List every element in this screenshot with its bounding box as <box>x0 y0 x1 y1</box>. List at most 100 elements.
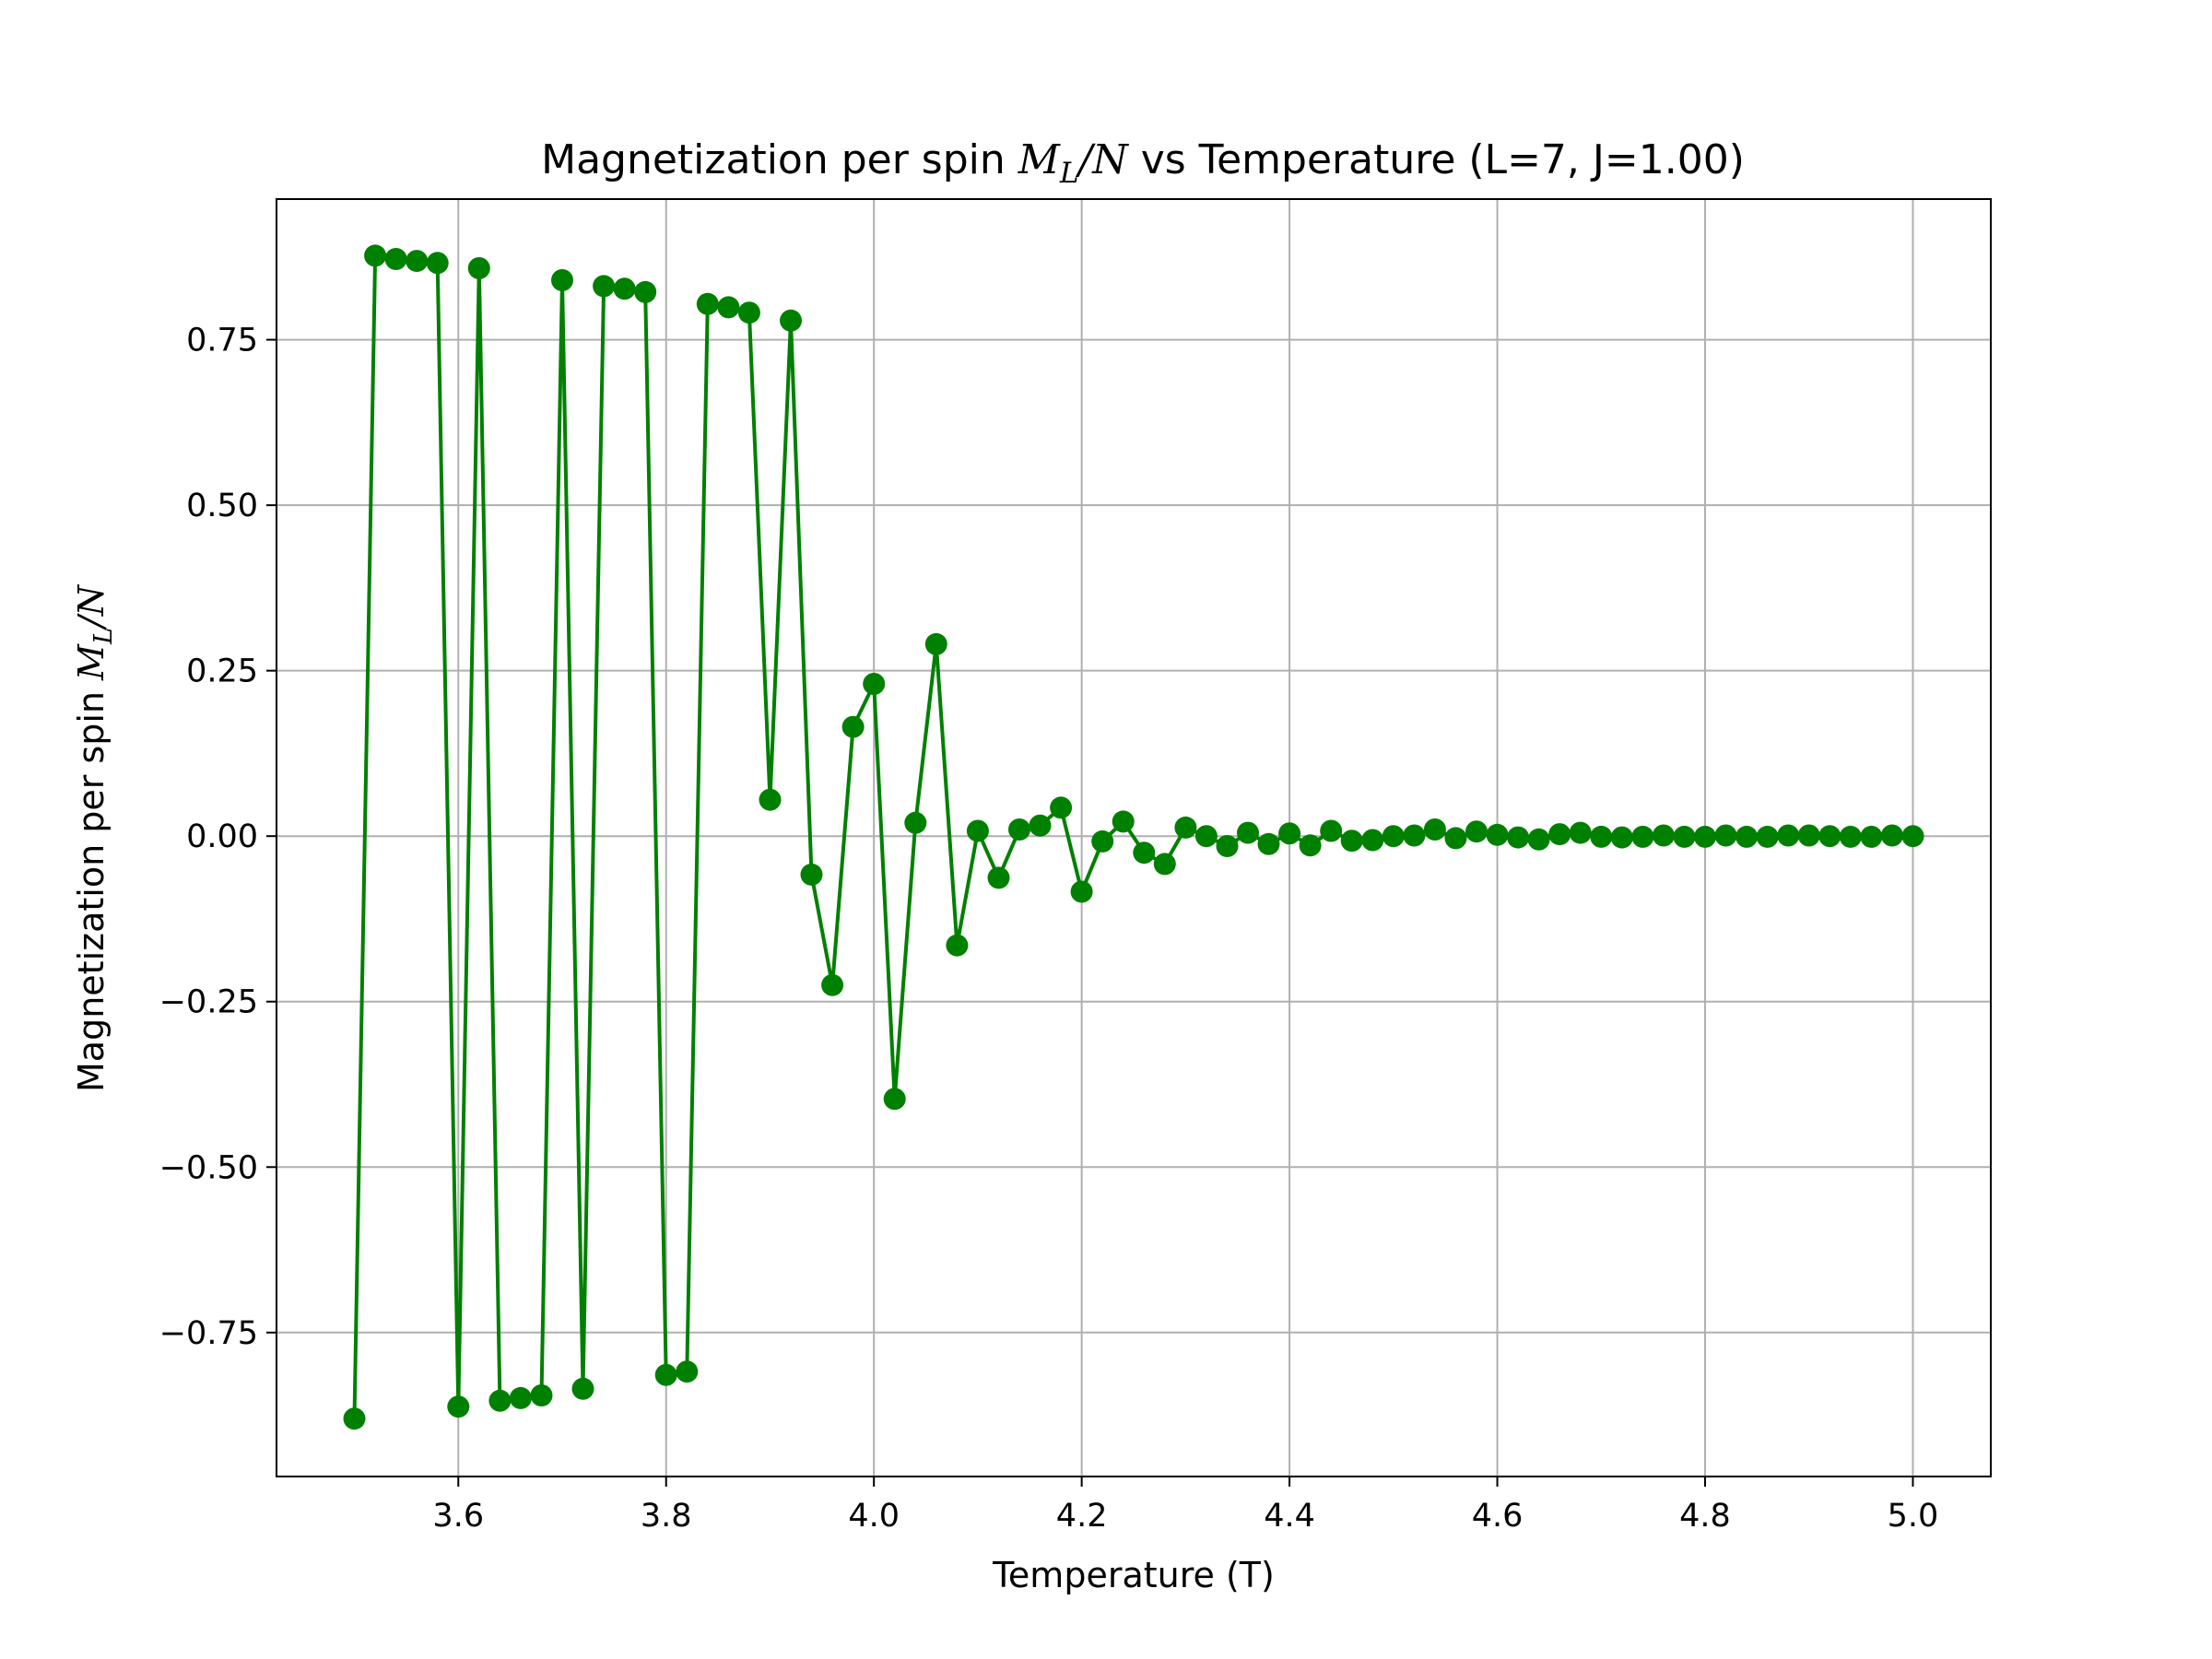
data-point <box>1174 816 1197 839</box>
y-tick-label: 0.25 <box>186 653 258 690</box>
data-point <box>634 280 657 303</box>
data-point <box>1237 821 1259 844</box>
data-point <box>1610 826 1633 849</box>
data-point <box>1278 822 1301 845</box>
y-axis-ticks: −0.75 −0.50 −0.25 0.00 0.25 0.50 0.75 <box>159 323 276 1352</box>
x-tick-label: 4.0 <box>848 1498 900 1535</box>
x-tick-label: 3.8 <box>641 1498 692 1535</box>
data-point <box>1527 828 1550 851</box>
chart-title: Magnetization per spin ML/N vs Temperatu… <box>541 136 1745 190</box>
data-point <box>946 934 969 957</box>
data-point <box>1860 825 1883 848</box>
x-axis-label: Temperature (T) <box>992 1555 1275 1595</box>
data-point <box>593 275 616 298</box>
y-tick-label: 0.75 <box>186 323 258 359</box>
data-point <box>1112 810 1135 833</box>
x-tick-label: 5.0 <box>1888 1498 1939 1535</box>
data-point <box>509 1386 532 1409</box>
data-point <box>1465 820 1488 843</box>
data-point <box>406 250 429 273</box>
data-point <box>1091 830 1114 853</box>
y-tick-label: 0.50 <box>186 488 258 524</box>
data-point <box>1153 853 1176 876</box>
data-point <box>384 248 407 270</box>
x-tick-label: 4.4 <box>1264 1498 1315 1535</box>
data-point <box>426 252 449 275</box>
series-layer <box>343 244 1924 1430</box>
data-point <box>1714 824 1737 847</box>
data-point <box>1340 830 1363 853</box>
x-tick-label: 4.6 <box>1472 1498 1524 1535</box>
x-axis-ticks: 3.6 3.8 4.0 4.2 4.4 4.6 4.8 5.0 <box>432 1477 1938 1535</box>
data-point <box>1735 825 1759 848</box>
data-point <box>966 819 989 842</box>
data-point <box>924 632 947 655</box>
data-point <box>1631 825 1654 848</box>
data-point <box>883 1088 906 1111</box>
data-point <box>1507 826 1530 849</box>
data-point <box>364 244 387 267</box>
data-point <box>676 1360 699 1383</box>
data-point <box>530 1384 553 1406</box>
data-point <box>1403 824 1426 847</box>
data-point <box>1756 825 1779 848</box>
data-point <box>1320 819 1343 842</box>
data-point <box>1880 824 1903 847</box>
y-tick-label: 0.00 <box>186 818 258 855</box>
data-point <box>1423 818 1446 841</box>
data-point <box>1797 824 1820 847</box>
data-point <box>780 309 802 332</box>
data-point <box>1901 825 1924 848</box>
data-point <box>1216 835 1239 857</box>
data-point <box>759 788 782 811</box>
y-tick-label: −0.25 <box>159 984 258 1021</box>
data-point <box>821 973 844 996</box>
data-point <box>1839 825 1862 848</box>
data-point <box>1777 824 1800 847</box>
data-point <box>654 1363 677 1386</box>
data-point <box>1029 814 1052 837</box>
data-point <box>1590 825 1613 848</box>
data-point <box>717 296 740 319</box>
y-tick-label: −0.50 <box>159 1149 258 1186</box>
data-point <box>1361 829 1384 852</box>
data-point <box>1050 796 1073 819</box>
data-point <box>1257 832 1280 855</box>
data-point <box>613 277 636 300</box>
data-point <box>1008 818 1030 841</box>
data-point <box>841 715 865 738</box>
data-point <box>737 301 760 324</box>
data-point <box>1070 880 1093 903</box>
data-point <box>1548 823 1571 846</box>
x-tick-label: 4.2 <box>1056 1498 1108 1535</box>
data-point <box>1673 825 1696 848</box>
x-tick-label: 3.6 <box>432 1498 484 1535</box>
data-point <box>488 1389 512 1412</box>
data-point <box>1486 823 1509 846</box>
data-point <box>1444 827 1467 850</box>
data-point <box>696 292 719 315</box>
x-tick-label: 4.8 <box>1679 1498 1731 1535</box>
data-point <box>1694 825 1716 848</box>
data-point <box>1382 825 1405 848</box>
plot-frame <box>276 198 1992 1477</box>
data-point <box>571 1377 594 1400</box>
data-point <box>863 673 886 695</box>
data-point <box>1299 834 1322 857</box>
data-point <box>800 863 823 886</box>
data-point <box>551 269 573 291</box>
data-point <box>904 811 927 834</box>
data-point <box>1133 841 1156 865</box>
data-point <box>1818 825 1841 848</box>
data-point <box>467 257 490 279</box>
data-point <box>1652 824 1675 847</box>
data-point <box>447 1395 470 1418</box>
data-point <box>343 1407 366 1430</box>
y-axis-label: Magnetization per spin ML/N <box>71 583 118 1092</box>
data-point <box>1194 825 1218 848</box>
data-point <box>1569 821 1592 844</box>
data-point <box>987 866 1010 889</box>
y-tick-label: −0.75 <box>159 1315 258 1352</box>
